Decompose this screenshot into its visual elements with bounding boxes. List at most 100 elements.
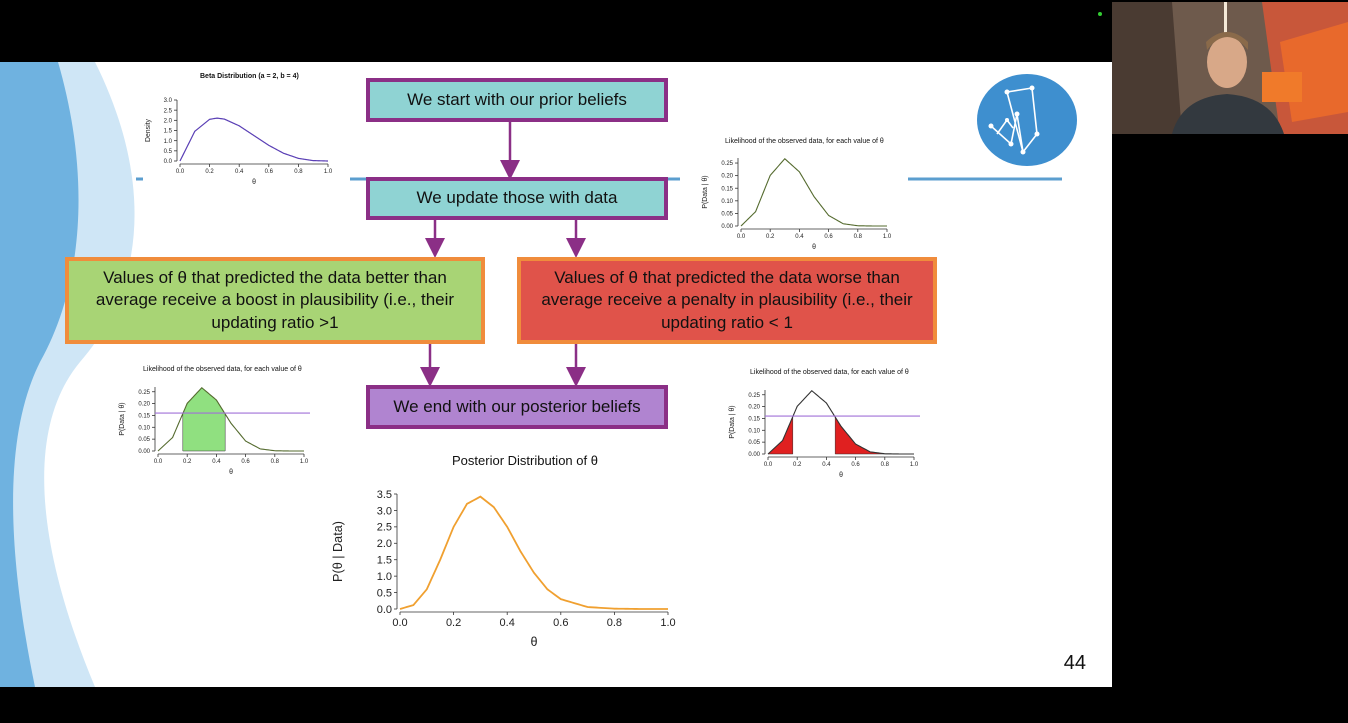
y-tick-label: 0.00 (748, 452, 760, 458)
y-tick-label: 0.10 (721, 199, 733, 205)
prior-chart-title: Beta Distribution (a = 2, b = 4) (200, 73, 299, 80)
y-tick-label: 2.0 (164, 118, 173, 124)
shaded-region (767, 416, 794, 455)
y-tick-label: 0.20 (748, 405, 760, 411)
x-tick-label: 0.0 (764, 462, 773, 468)
y-tick-label: 3.5 (377, 489, 392, 501)
x-tick-label: 0.2 (446, 617, 461, 629)
x-tick-label: 0.8 (294, 169, 303, 175)
x-tick-label: 0.4 (822, 462, 831, 468)
slide: We start with our prior beliefs We updat… (0, 62, 1112, 687)
x-tick-label: 0.8 (271, 459, 280, 465)
y-tick-label: 2.5 (164, 108, 173, 114)
y-tick-label: 1.5 (164, 129, 173, 135)
decorative-wave (0, 62, 135, 687)
y-tick-label: 0.00 (721, 224, 733, 230)
y-tick-label: 1.0 (377, 571, 392, 583)
flow-box-penalty: Values of θ that predicted the data wors… (517, 257, 937, 344)
y-tick-label: 1.5 (377, 555, 392, 567)
y-tick-label: 1.0 (164, 139, 173, 145)
x-tick-label: 0.2 (205, 169, 214, 175)
x-tick-label: 0.2 (183, 459, 192, 465)
posterior-chart: 0.0 0.2 0.4 0.6 0.8 1.0 0.0 0.5 1.0 1.5 2.0 2.5 3.0 3… (322, 474, 682, 674)
y-tick-label: 0.05 (748, 440, 760, 446)
x-tick-label: 0.0 (154, 459, 163, 465)
slide-page-number: 44 (1063, 652, 1086, 674)
shaded-region (834, 416, 914, 455)
recording-indicator (1098, 12, 1102, 16)
y-tick-label: 3.0 (377, 505, 392, 517)
y-tick-label: 0.05 (721, 212, 733, 218)
prior-chart: 0.0 0.2 0.4 0.6 0.8 1.0 0.0 0.5 1.0 1.5 2.0 2.5 3.0 θ… (136, 84, 342, 194)
y-tick-label: 0.15 (138, 414, 150, 420)
y-tick-label: 0.25 (721, 161, 733, 167)
y-tick-label: 2.0 (377, 538, 392, 550)
y-tick-label: 0.15 (721, 186, 733, 192)
network-graph-logo-icon (977, 74, 1077, 166)
x-tick-label: 0.8 (607, 617, 622, 629)
y-tick-label: 3.0 (164, 98, 173, 104)
x-tick-label: 0.6 (265, 169, 274, 175)
x-tick-label: 0.2 (793, 462, 802, 468)
x-tick-label: 0.4 (795, 234, 804, 240)
x-tick-label: 1.0 (660, 617, 675, 629)
y-axis-label: Density (145, 118, 152, 142)
y-tick-label: 0.25 (748, 393, 760, 399)
x-tick-label: 0.6 (851, 462, 860, 468)
x-axis-label: θ (252, 179, 256, 186)
x-tick-label: 0.0 (392, 617, 407, 629)
presenter-webcam-video (1112, 2, 1348, 134)
x-tick-label: 0.4 (212, 459, 221, 465)
y-tick-label: 2.5 (377, 522, 392, 534)
x-tick-label: 1.0 (324, 169, 333, 175)
series-line (179, 117, 329, 162)
x-axis-label: θ (229, 469, 233, 476)
posterior-chart-title: Posterior Distribution of θ (452, 453, 598, 468)
x-tick-label: 0.2 (766, 234, 775, 240)
penalty-chart-title: Likelihood of the observed data, for eac… (750, 369, 909, 376)
series-line (399, 495, 668, 610)
flow-box-prior: We start with our prior beliefs (366, 78, 668, 122)
x-tick-label: 0.4 (235, 169, 244, 175)
x-tick-label: 0.8 (881, 462, 890, 468)
series-line (740, 157, 887, 227)
flow-box-update: We update those with data (366, 177, 668, 220)
x-tick-label: 0.6 (824, 234, 833, 240)
y-tick-label: 0.00 (138, 449, 150, 455)
flow-connectors (136, 122, 1062, 387)
x-tick-label: 1.0 (883, 234, 892, 240)
y-axis-label: P(Data | θ) (119, 402, 126, 435)
y-tick-label: 0.05 (138, 437, 150, 443)
y-tick-label: 0.10 (748, 428, 760, 434)
flow-box-boost: Values of θ that predicted the data bett… (65, 257, 485, 344)
x-tick-label: 0.6 (241, 459, 250, 465)
flow-box-posterior: We end with our posterior beliefs (366, 385, 668, 429)
likelihood-chart: 0.0 0.2 0.4 0.6 0.8 1.0 0.00 0.05 0.10 0.15 0.20 0.… (698, 148, 898, 258)
likelihood-chart-title: Likelihood of the observed data, for eac… (725, 138, 884, 145)
y-tick-label: 0.5 (164, 149, 173, 155)
penalty-chart: 0.0 0.2 0.4 0.6 0.8 1.0 0.00 0.05 0.10 0.15 0.20 0.… (722, 380, 932, 490)
series-line (157, 386, 304, 452)
y-tick-label: 0.15 (748, 417, 760, 423)
y-axis-label: P(θ | Data) (331, 521, 345, 582)
x-tick-label: 1.0 (300, 459, 309, 465)
y-tick-label: 0.0 (377, 604, 392, 616)
x-axis-label: θ (839, 472, 843, 479)
y-tick-label: 0.0 (164, 159, 173, 165)
y-axis-label: P(Data | θ) (729, 405, 736, 438)
y-tick-label: 0.5 (377, 587, 392, 599)
x-tick-label: 0.0 (737, 234, 746, 240)
y-tick-label: 0.20 (138, 402, 150, 408)
y-axis-label: P(Data | θ) (702, 175, 709, 208)
x-tick-label: 1.0 (910, 462, 919, 468)
y-tick-label: 0.10 (138, 425, 150, 431)
boost-chart-title: Likelihood of the observed data, for eac… (143, 366, 302, 373)
boost-chart: 0.0 0.2 0.4 0.6 0.8 1.0 0.00 0.05 0.10 0.15 0.20 0.… (112, 377, 322, 487)
x-tick-label: 0.0 (176, 169, 185, 175)
shaded-region (182, 387, 226, 452)
x-axis-label: θ (812, 244, 816, 251)
series-line (767, 389, 914, 455)
x-tick-label: 0.6 (553, 617, 568, 629)
x-tick-label: 0.8 (854, 234, 863, 240)
y-tick-label: 0.25 (138, 390, 150, 396)
